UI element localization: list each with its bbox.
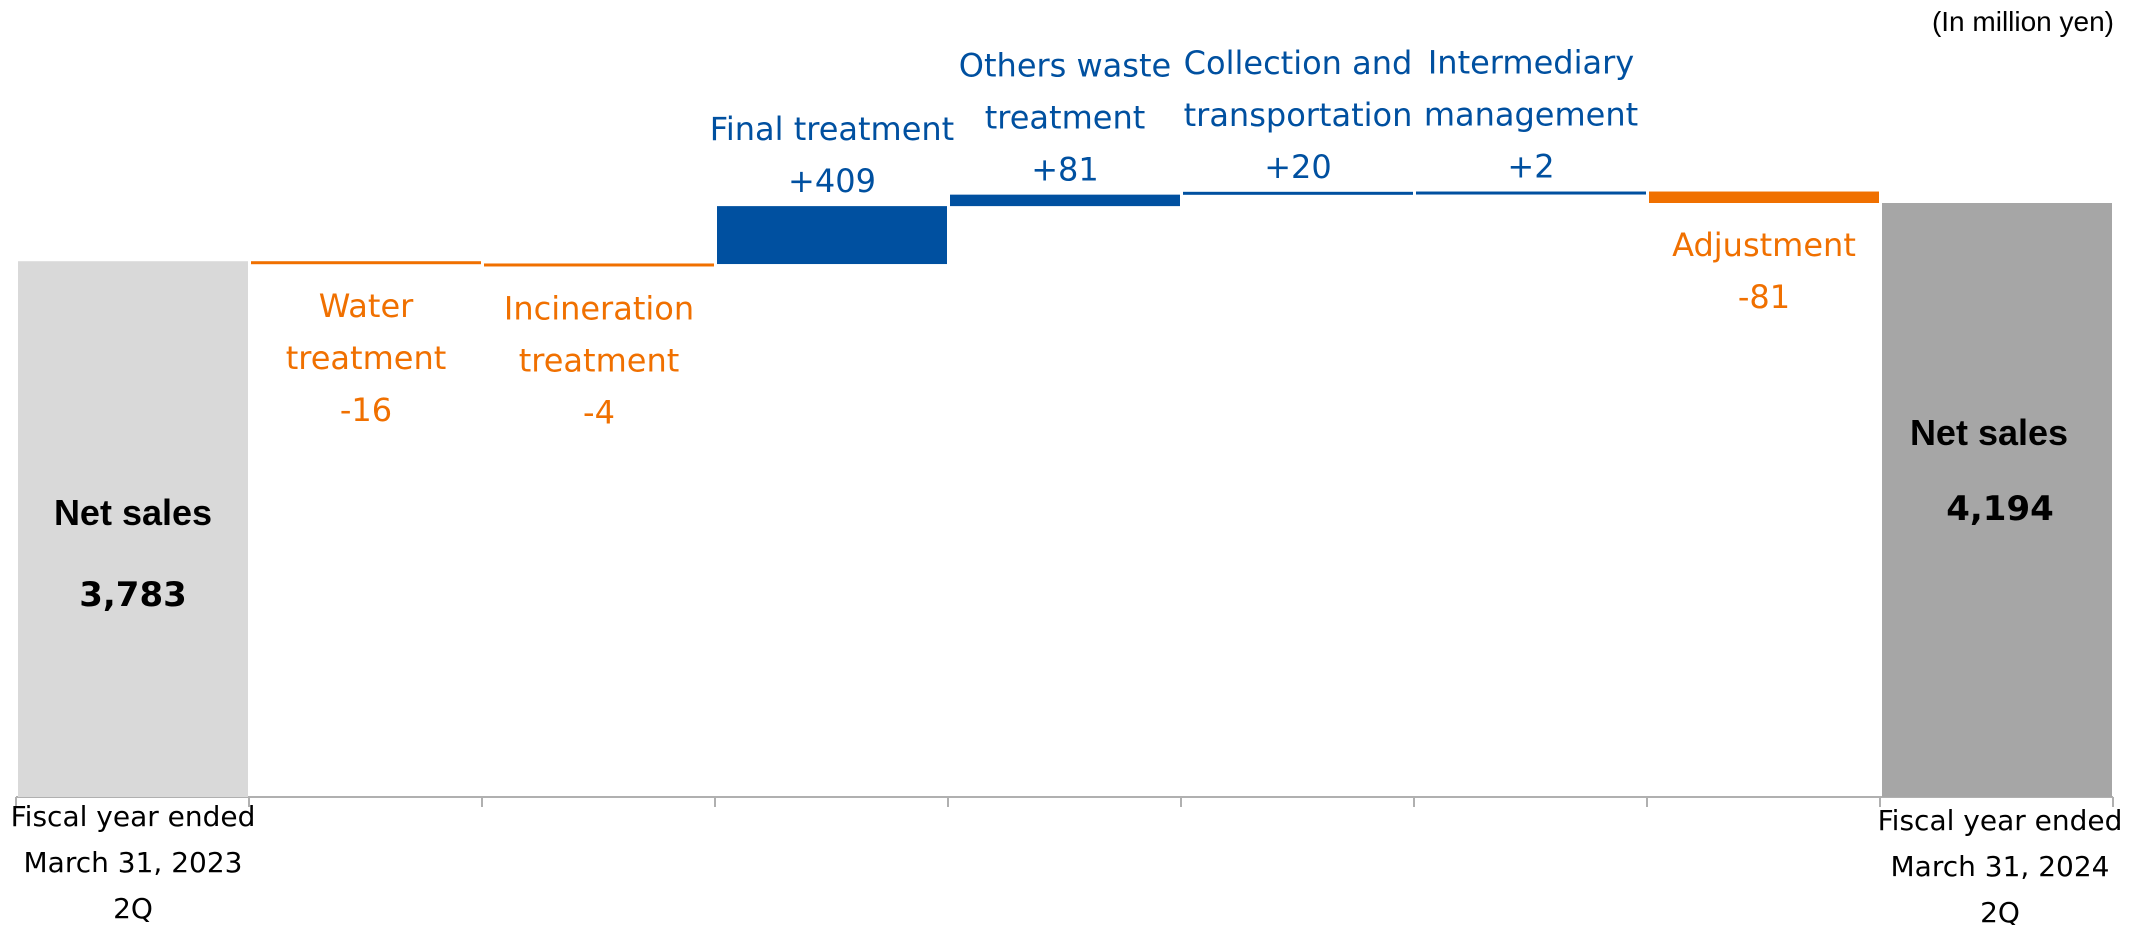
data-label: +20 <box>1264 148 1332 186</box>
step-label: Final treatment <box>710 110 954 148</box>
bar-step <box>1649 191 1879 203</box>
step-label: transportation <box>1184 96 1413 134</box>
data-label: -81 <box>1738 278 1790 316</box>
data-label: -4 <box>583 393 615 431</box>
bar-step <box>251 261 481 265</box>
bar-step <box>484 263 714 267</box>
step-label: Collection and <box>1184 44 1413 82</box>
x-tick-label-start: 2Q <box>113 892 153 925</box>
x-tick-label-end: 2Q <box>1980 896 2020 925</box>
step-label: Others waste <box>959 47 1171 85</box>
bar-step <box>1416 191 1646 195</box>
step-label: management <box>1424 96 1638 134</box>
start-bar-label: Net sales <box>54 492 212 533</box>
data-label: +409 <box>788 162 876 200</box>
data-label: -16 <box>340 391 392 429</box>
step-label: Intermediary <box>1428 44 1634 82</box>
step-label: Water <box>319 287 414 325</box>
bar-step <box>950 194 1180 207</box>
end-bar-value: 4,194 <box>1946 489 2054 529</box>
x-tick-label-end: March 31, 2024 <box>1891 850 2110 883</box>
x-tick-label-start: March 31, 2023 <box>24 846 243 879</box>
x-tick-label-end: Fiscal year ended <box>1878 804 2123 837</box>
x-tick-label-start: Fiscal year ended <box>11 800 256 833</box>
bar-step <box>1183 191 1413 195</box>
start-bar-value: 3,783 <box>79 575 187 615</box>
step-label: treatment <box>985 99 1146 137</box>
data-label: +2 <box>1507 148 1554 186</box>
end-bar-label: Net sales <box>1910 412 2068 453</box>
bar-step <box>717 206 947 265</box>
step-label: Incineration <box>504 289 694 327</box>
data-label: +81 <box>1031 151 1099 189</box>
step-label: Adjustment <box>1672 226 1856 264</box>
bar-end <box>1882 203 2112 797</box>
step-label: treatment <box>519 341 680 379</box>
bar-start <box>18 261 248 797</box>
unit-note: (In million yen) <box>1931 6 2114 37</box>
step-label: treatment <box>286 339 447 377</box>
